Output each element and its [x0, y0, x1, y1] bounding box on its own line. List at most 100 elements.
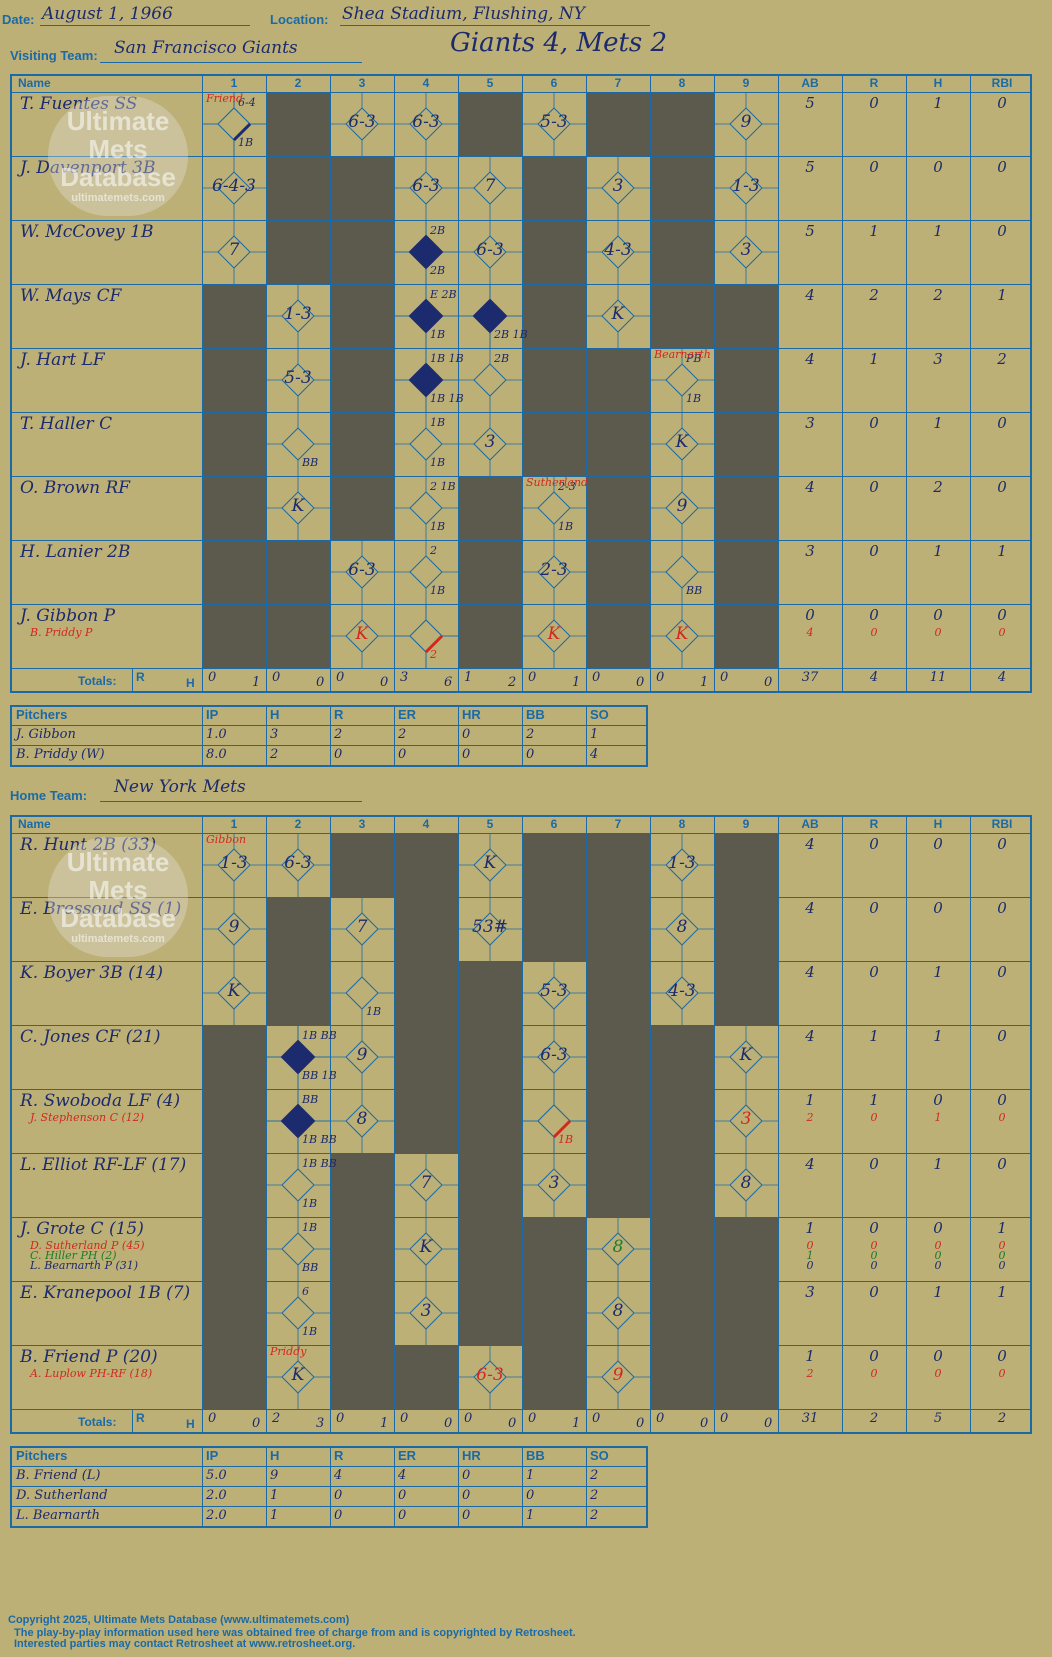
- player-stat: 1: [933, 542, 943, 560]
- base-note: 1B: [430, 328, 446, 341]
- unused-inning-cell: [202, 604, 266, 668]
- diamond-icon: [522, 961, 586, 1025]
- unused-inning-cell: [330, 1345, 394, 1409]
- unused-inning-cell: [330, 348, 394, 412]
- diamond-icon: [650, 897, 714, 961]
- inning-hits: 0: [444, 1416, 453, 1431]
- diamond-icon: [650, 833, 714, 897]
- pitcher-column-header: IP: [206, 1448, 219, 1463]
- player-stat: 4: [805, 899, 815, 917]
- diamond-icon: [586, 1217, 650, 1281]
- pitcher-cell: 0: [462, 1488, 471, 1503]
- play-result: K: [355, 624, 369, 644]
- stat-header-rbi: RBI: [991, 76, 1013, 90]
- unused-inning-cell: [458, 1217, 522, 1281]
- watermark-text: Mets: [88, 875, 148, 905]
- pitcher-change-note: Gibbon: [206, 833, 247, 846]
- base-note: 2B: [494, 352, 510, 365]
- unused-inning-cell: [586, 1025, 650, 1089]
- diamond-icon: [330, 897, 394, 961]
- row-divider: [12, 92, 1030, 93]
- diamond-icon: [586, 1281, 650, 1345]
- player-stat: 0: [933, 835, 943, 853]
- pitcher-cell: 0: [398, 1488, 407, 1503]
- player-stat: 0: [869, 1219, 879, 1237]
- player-stat: 2: [997, 350, 1007, 368]
- unused-inning-cell: [458, 1089, 522, 1153]
- diamond-icon: [330, 604, 394, 668]
- base-note: 2-3: [558, 480, 576, 493]
- unused-inning-cell: [202, 1217, 266, 1281]
- diamond-icon: [394, 220, 458, 284]
- unused-inning-cell: [202, 540, 266, 604]
- diamond-icon: [714, 156, 778, 220]
- totals-h-label: H: [186, 1417, 195, 1431]
- inning-hits: 3: [316, 1416, 325, 1431]
- player-name: B. Friend P (20): [20, 1347, 158, 1367]
- unused-inning-cell: [266, 961, 330, 1025]
- home-pitchers-table: Pitchers IP H R ER HR BB SO B. Friend (L) 5.0 9 4 4 0…: [10, 1446, 648, 1528]
- player-stat: 1: [997, 542, 1007, 560]
- pitcher-cell: L. Bearnarth: [16, 1508, 101, 1523]
- pitcher-cell: 2.0: [206, 1488, 227, 1503]
- row-divider: [12, 284, 1030, 285]
- diamond-icon: [394, 284, 458, 348]
- row-divider: [12, 1409, 1030, 1410]
- inning-header-3: 3: [358, 76, 366, 90]
- player-stat: 1: [933, 94, 943, 112]
- play-result: 53#: [472, 917, 508, 937]
- column-divider: [970, 817, 971, 1432]
- play-result: 8: [612, 1237, 624, 1257]
- player-stat: 0: [869, 963, 879, 981]
- base-note: 1B BB: [302, 1133, 337, 1146]
- play-result: 3: [420, 1301, 432, 1321]
- player-stat: 1: [933, 222, 943, 240]
- pitcher-cell: 0: [462, 1468, 471, 1483]
- diamond-icon: [202, 961, 266, 1025]
- play-result: 6-3: [412, 176, 440, 196]
- base-note: 1B: [302, 1325, 318, 1338]
- column-divider: [202, 707, 203, 765]
- base-note: 1B BB: [302, 1029, 337, 1042]
- totals-r-label: R: [136, 1411, 145, 1425]
- play-result: 7: [228, 240, 240, 260]
- player-stat: 4: [805, 963, 815, 981]
- unused-inning-cell: [714, 1345, 778, 1409]
- pitcher-cell: 2: [590, 1488, 599, 1503]
- player-stat: 0: [997, 899, 1007, 917]
- pitcher-cell: 0: [462, 727, 471, 742]
- base-note: 1B: [558, 1133, 574, 1146]
- unused-inning-cell: [330, 284, 394, 348]
- player-name: J. Gibbon P: [20, 606, 116, 626]
- column-divider: [132, 668, 133, 692]
- unused-inning-cell: [330, 412, 394, 476]
- inning-hits: 0: [508, 1416, 517, 1431]
- unused-inning-cell: [522, 220, 586, 284]
- unused-inning-cell: [458, 1281, 522, 1345]
- play-result: 1-3: [668, 853, 696, 873]
- player-name: T. Haller C: [20, 414, 113, 434]
- base-note: BB: [302, 456, 319, 469]
- play-result: K: [739, 1045, 753, 1065]
- base-note: 1B: [430, 456, 446, 469]
- inning-runs: 0: [592, 1411, 601, 1426]
- inning-runs: 0: [528, 670, 537, 685]
- diamond-icon: [394, 476, 458, 540]
- player-stat: 4: [805, 286, 815, 304]
- unused-inning-cell: [458, 1153, 522, 1217]
- column-divider: [394, 707, 395, 765]
- unused-inning-cell: [394, 897, 458, 961]
- visitors-scorecard: Name 1 2 3 4 5 6 7 8 9 AB R H RBI T. Fuentes SS 5 0 1 0 J. …: [10, 74, 1032, 693]
- total-stat: 37: [801, 670, 819, 685]
- total-stat: 5: [933, 1411, 943, 1426]
- inning-hits: 1: [572, 1416, 581, 1431]
- player-stat: 1: [869, 222, 879, 240]
- pitcher-cell: 2: [334, 727, 343, 742]
- player-name: J. Hart LF: [20, 350, 105, 370]
- player-stat: 0: [997, 478, 1007, 496]
- player-stat: 0: [997, 1155, 1007, 1173]
- play-result: 3: [740, 1109, 752, 1129]
- player-stat: 1: [997, 286, 1007, 304]
- play-result: 9: [612, 1365, 624, 1385]
- pitcher-cell: 4: [398, 1468, 407, 1483]
